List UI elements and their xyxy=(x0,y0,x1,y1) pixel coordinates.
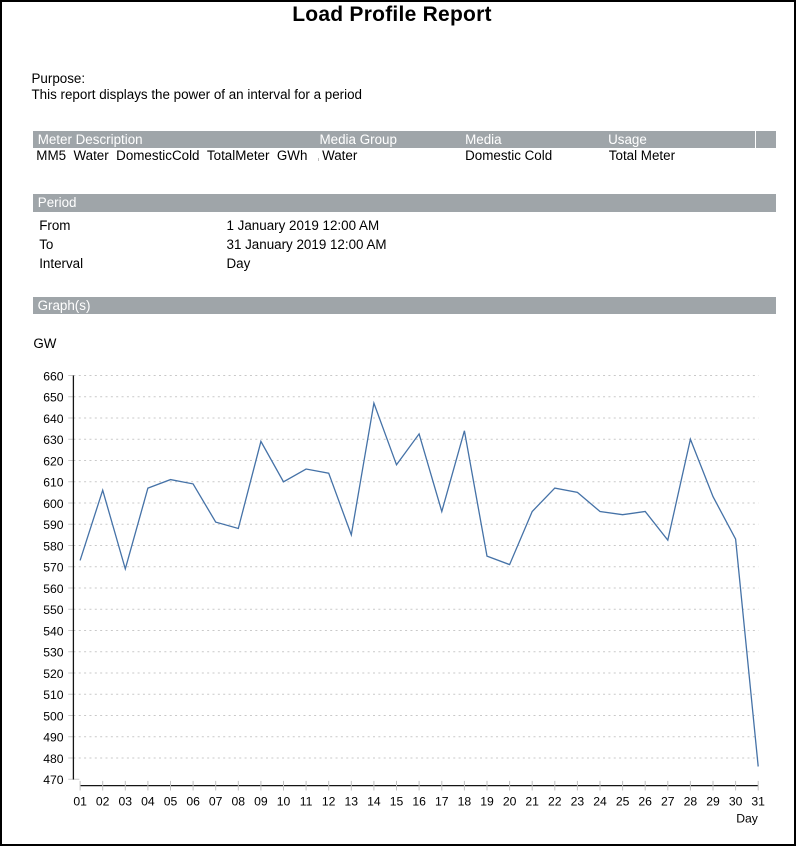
svg-text:08: 08 xyxy=(232,794,246,808)
svg-text:590: 590 xyxy=(43,518,64,532)
svg-text:20: 20 xyxy=(503,794,517,808)
svg-text:620: 620 xyxy=(43,454,64,468)
svg-text:14: 14 xyxy=(367,794,381,808)
svg-text:13: 13 xyxy=(345,794,359,808)
svg-text:04: 04 xyxy=(141,794,155,808)
svg-text:610: 610 xyxy=(43,476,64,490)
svg-text:26: 26 xyxy=(638,794,652,808)
svg-text:490: 490 xyxy=(43,731,64,745)
svg-text:06: 06 xyxy=(186,794,200,808)
svg-text:11: 11 xyxy=(300,794,313,808)
svg-text:30: 30 xyxy=(729,794,743,808)
svg-text:23: 23 xyxy=(571,794,585,808)
svg-text:28: 28 xyxy=(684,794,698,808)
svg-text:15: 15 xyxy=(390,794,404,808)
svg-text:02: 02 xyxy=(96,794,110,808)
svg-text:470: 470 xyxy=(43,773,64,787)
svg-text:03: 03 xyxy=(119,794,133,808)
svg-text:29: 29 xyxy=(706,794,720,808)
svg-text:570: 570 xyxy=(43,561,64,575)
svg-text:12: 12 xyxy=(322,794,336,808)
svg-text:580: 580 xyxy=(43,539,64,553)
svg-text:480: 480 xyxy=(43,752,64,766)
svg-text:05: 05 xyxy=(164,794,178,808)
svg-text:21: 21 xyxy=(525,794,539,808)
svg-text:27: 27 xyxy=(661,794,675,808)
svg-text:25: 25 xyxy=(616,794,630,808)
svg-text:630: 630 xyxy=(43,433,64,447)
svg-text:Day: Day xyxy=(736,811,759,825)
svg-text:09: 09 xyxy=(254,794,268,808)
svg-text:31: 31 xyxy=(751,794,765,808)
svg-text:530: 530 xyxy=(43,646,64,660)
svg-text:520: 520 xyxy=(43,667,64,681)
svg-text:650: 650 xyxy=(43,391,64,405)
svg-text:660: 660 xyxy=(43,369,64,383)
svg-text:18: 18 xyxy=(458,794,472,808)
svg-text:24: 24 xyxy=(593,794,607,808)
svg-text:07: 07 xyxy=(209,794,223,808)
svg-text:17: 17 xyxy=(435,794,449,808)
svg-text:01: 01 xyxy=(73,794,87,808)
svg-text:10: 10 xyxy=(277,794,291,808)
svg-text:500: 500 xyxy=(43,709,64,723)
svg-text:16: 16 xyxy=(412,794,426,808)
svg-text:510: 510 xyxy=(43,688,64,702)
svg-text:550: 550 xyxy=(43,603,64,617)
svg-text:19: 19 xyxy=(480,794,494,808)
svg-text:560: 560 xyxy=(43,582,64,596)
svg-text:540: 540 xyxy=(43,624,64,638)
svg-text:640: 640 xyxy=(43,412,64,426)
svg-text:22: 22 xyxy=(548,794,562,808)
svg-text:600: 600 xyxy=(43,497,64,511)
